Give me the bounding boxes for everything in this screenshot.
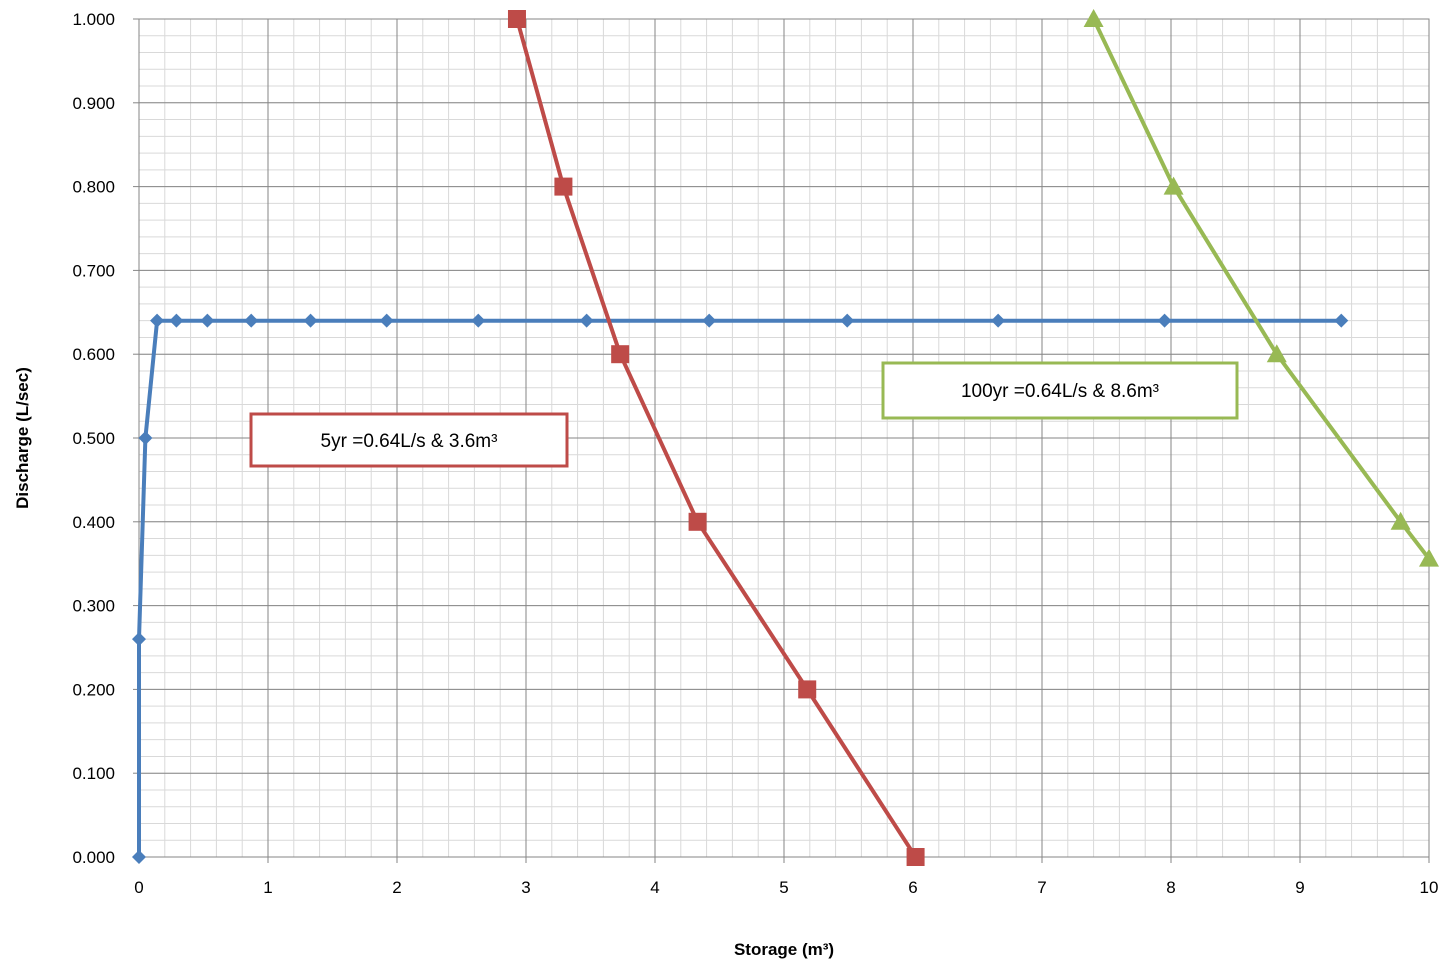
x-tick-label: 0	[134, 878, 143, 897]
annotation-5yr: 5yr =0.64L/s & 3.6m³	[249, 412, 569, 468]
y-tick-label: 0.000	[72, 848, 115, 867]
x-tick-label: 6	[908, 878, 917, 897]
data-point-diamond	[244, 313, 259, 328]
y-tick-label: 0.100	[72, 764, 115, 783]
data-point-triangle	[1419, 548, 1439, 567]
annotation-100yr-text: 100yr =0.64L/s & 8.6m³	[961, 381, 1159, 402]
data-point-diamond	[200, 313, 215, 328]
y-tick-label: 0.600	[72, 345, 115, 364]
data-point-square	[798, 680, 817, 699]
x-tick-label: 7	[1037, 878, 1046, 897]
series-3	[1083, 9, 1439, 567]
y-tick-label: 0.500	[72, 429, 115, 448]
data-point-square	[507, 10, 526, 28]
y-tick-label: 1.000	[72, 10, 115, 29]
data-point-square	[554, 177, 573, 196]
x-tick-label: 8	[1166, 878, 1175, 897]
x-tick-label: 9	[1295, 878, 1304, 897]
y-tick-label: 0.200	[72, 680, 115, 699]
annotation-100yr: 100yr =0.64L/s & 8.6m³	[881, 361, 1239, 420]
y-tick-label: 0.800	[72, 178, 115, 197]
y-axis-title: Discharge (L/sec)	[13, 367, 32, 509]
data-point-square	[688, 512, 707, 531]
x-tick-label: 4	[650, 878, 659, 897]
data-point-square	[906, 848, 925, 866]
data-point-diamond	[138, 431, 153, 445]
y-tick-label: 0.300	[72, 597, 115, 616]
series-1	[132, 313, 1349, 864]
data-point-diamond	[579, 313, 594, 328]
annotation-5yr-text: 5yr =0.64L/s & 3.6m³	[321, 431, 498, 452]
data-point-diamond	[169, 313, 184, 328]
annotation-100yr-box	[881, 361, 1239, 420]
x-tick-label: 10	[1420, 878, 1439, 897]
data-point-diamond	[471, 313, 486, 328]
x-tick-label: 1	[263, 878, 272, 897]
data-point-diamond	[150, 313, 165, 328]
x-tick-label: 3	[521, 878, 530, 897]
data-point-diamond	[1334, 313, 1349, 328]
data-point-square	[611, 345, 630, 364]
series-line	[1091, 18, 1431, 560]
data-point-diamond	[1157, 313, 1172, 328]
series-line	[515, 18, 918, 859]
x-axis-title: Storage (m³)	[734, 940, 834, 959]
series-line	[137, 318, 1342, 857]
y-tick-label: 0.900	[72, 94, 115, 113]
x-axis-tick-labels: 0 1 2 3 4 5 6 7 8 9 10	[134, 878, 1438, 897]
data-point-diamond	[991, 313, 1006, 328]
series-2	[507, 10, 925, 866]
y-axis-tick-labels: 0.000 0.100 0.200 0.300 0.400 0.500 0.600 0.700…	[72, 10, 115, 867]
data-point-triangle	[1163, 176, 1184, 195]
data-series	[132, 9, 1439, 866]
data-point-diamond	[132, 632, 146, 647]
data-point-triangle	[1390, 511, 1411, 530]
data-point-diamond	[303, 313, 318, 328]
y-tick-label: 0.700	[72, 261, 115, 280]
x-tick-label: 5	[779, 878, 788, 897]
data-point-triangle	[1266, 344, 1287, 363]
data-point-diamond	[702, 313, 717, 328]
data-point-diamond	[840, 313, 855, 328]
data-point-diamond	[379, 313, 394, 328]
y-tick-label: 0.400	[72, 513, 115, 532]
annotation-5yr-box	[249, 412, 569, 468]
x-tick-label: 2	[392, 878, 401, 897]
data-point-diamond	[132, 850, 146, 864]
data-point-triangle	[1083, 9, 1104, 27]
